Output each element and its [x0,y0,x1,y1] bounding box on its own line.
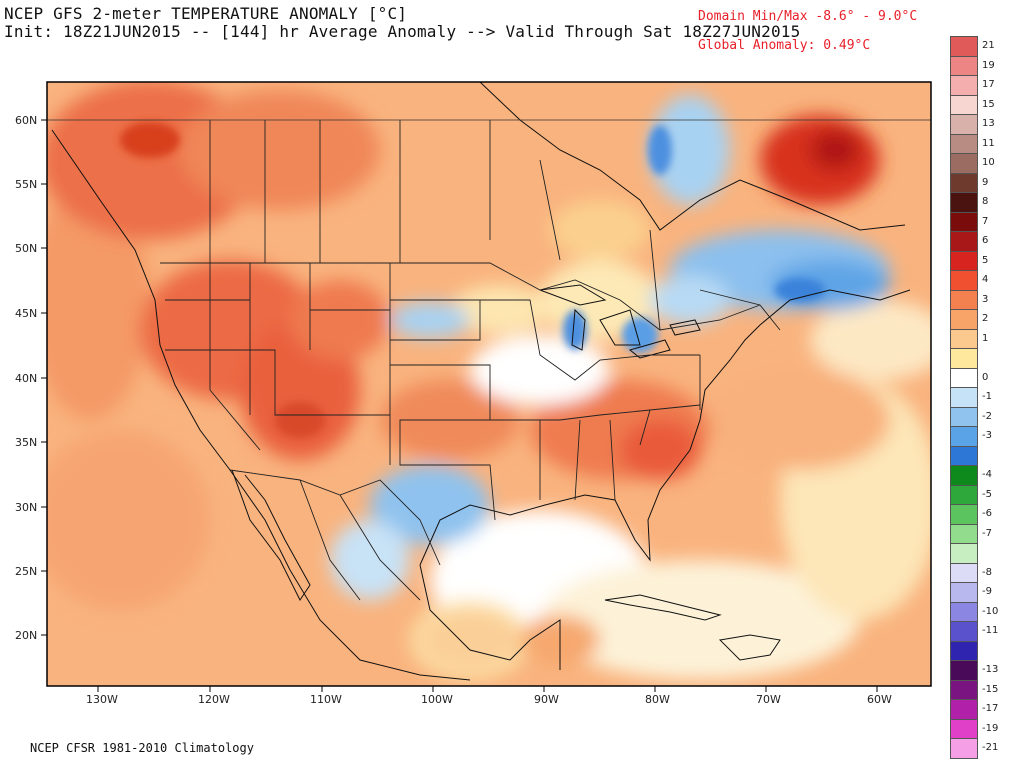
legend-swatch [950,738,978,759]
legend-label: 3 [982,293,989,305]
legend-label: 7 [982,215,989,227]
legend-label: -9 [982,586,992,597]
legend-swatch [950,582,978,603]
legend-label: 19 [982,59,995,71]
legend-swatch [950,445,978,466]
legend-label: -3 [982,430,992,441]
lon-label: 90W [534,693,559,706]
lat-label: 20N [15,629,37,642]
climatology-note: NCEP CFSR 1981-2010 Climatology [30,741,254,755]
legend-label: -15 [982,683,999,695]
legend-label: -6 [982,508,992,519]
legend-label: -21 [982,742,999,753]
coastlines [51,82,911,681]
legend-swatch [950,153,978,174]
legend-swatch [950,465,978,486]
legend-label: 11 [982,137,995,149]
legend-swatch [950,679,978,700]
legend-label: -2 [982,410,992,422]
legend-swatch [950,660,978,681]
legend-swatch [950,289,978,310]
lon-label: 110W [310,693,342,706]
political-borders [160,120,781,601]
legend-swatch [950,94,978,115]
legend-swatch [950,367,978,388]
legend-label: 2 [982,313,989,324]
lat-label: 55N [15,178,37,191]
legend-swatch [950,309,978,330]
legend-label: -5 [982,488,992,500]
legend-label: -7 [982,527,992,539]
lat-label: 30N [15,501,37,514]
legend-swatch [950,543,978,564]
lat-label: 45N [15,307,37,320]
legend-swatch [950,718,978,739]
lat-label: 40N [15,372,37,385]
legend-label: 9 [982,176,989,188]
legend-label: -10 [982,605,999,617]
domain-minmax: Domain Min/Max -8.6° - 9.0°C [698,9,918,24]
legend-swatch [950,406,978,427]
legend-label: 1 [982,332,989,344]
legend-label: -11 [982,625,999,636]
lat-label: 60N [15,114,37,127]
legend-swatch [950,211,978,232]
legend-swatch [950,114,978,135]
latitude-axis: 60N 55N 50N 45N 40N 35N 30N 25N 20N [15,114,47,642]
legend-swatch [950,192,978,213]
legend-label: 5 [982,254,989,266]
legend-swatch [950,504,978,525]
lon-label: 100W [421,693,453,706]
lon-label: 70W [756,693,781,706]
legend-label: 15 [982,98,995,110]
lat-label: 35N [15,436,37,449]
lon-label: 120W [198,693,230,706]
lon-label: 60W [867,693,892,706]
legend-label: 4 [982,274,989,285]
legend-label: 10 [982,157,995,168]
legend-label: 6 [982,235,989,246]
legend-swatch [950,484,978,505]
legend-swatch [950,621,978,642]
legend-swatch [950,250,978,271]
legend-label: -8 [982,566,992,578]
legend-swatch [950,426,978,447]
map-subtitle: Init: 18Z21JUN2015 -- [144] hr Average A… [4,22,801,41]
legend-swatch [950,172,978,193]
legend-swatch [950,640,978,661]
legend-swatch [950,75,978,96]
legend-swatch [950,36,978,57]
map-frame [46,81,932,687]
legend-label: 13 [982,118,995,129]
legend-swatch [950,699,978,720]
lon-label: 130W [86,693,118,706]
legend-swatch [950,133,978,154]
global-anomaly: Global Anomaly: 0.49°C [698,38,871,53]
longitude-axis: 130W 120W 110W 100W 90W 80W 70W 60W [86,686,892,706]
map-title: NCEP GFS 2-meter TEMPERATURE ANOMALY [°C… [4,4,408,23]
legend-label: 0 [982,371,989,383]
legend-swatch [950,523,978,544]
legend-label: 17 [982,79,995,90]
legend-label: -19 [982,722,999,734]
legend-swatch [950,562,978,583]
legend-label: 8 [982,196,989,207]
legend-label: -4 [982,469,992,480]
lat-label: 50N [15,242,37,255]
legend-label: 21 [982,40,995,51]
legend-swatch [950,231,978,252]
legend-label: -1 [982,391,992,402]
legend-swatch [950,270,978,291]
legend-swatch [950,387,978,408]
legend-label: -17 [982,703,999,714]
legend-swatch [950,328,978,349]
lon-label: 80W [645,693,670,706]
lat-label: 25N [15,565,37,578]
legend-label: -13 [982,664,999,675]
legend-swatch [950,348,978,369]
legend-swatch [950,601,978,622]
legend-swatch [950,55,978,76]
